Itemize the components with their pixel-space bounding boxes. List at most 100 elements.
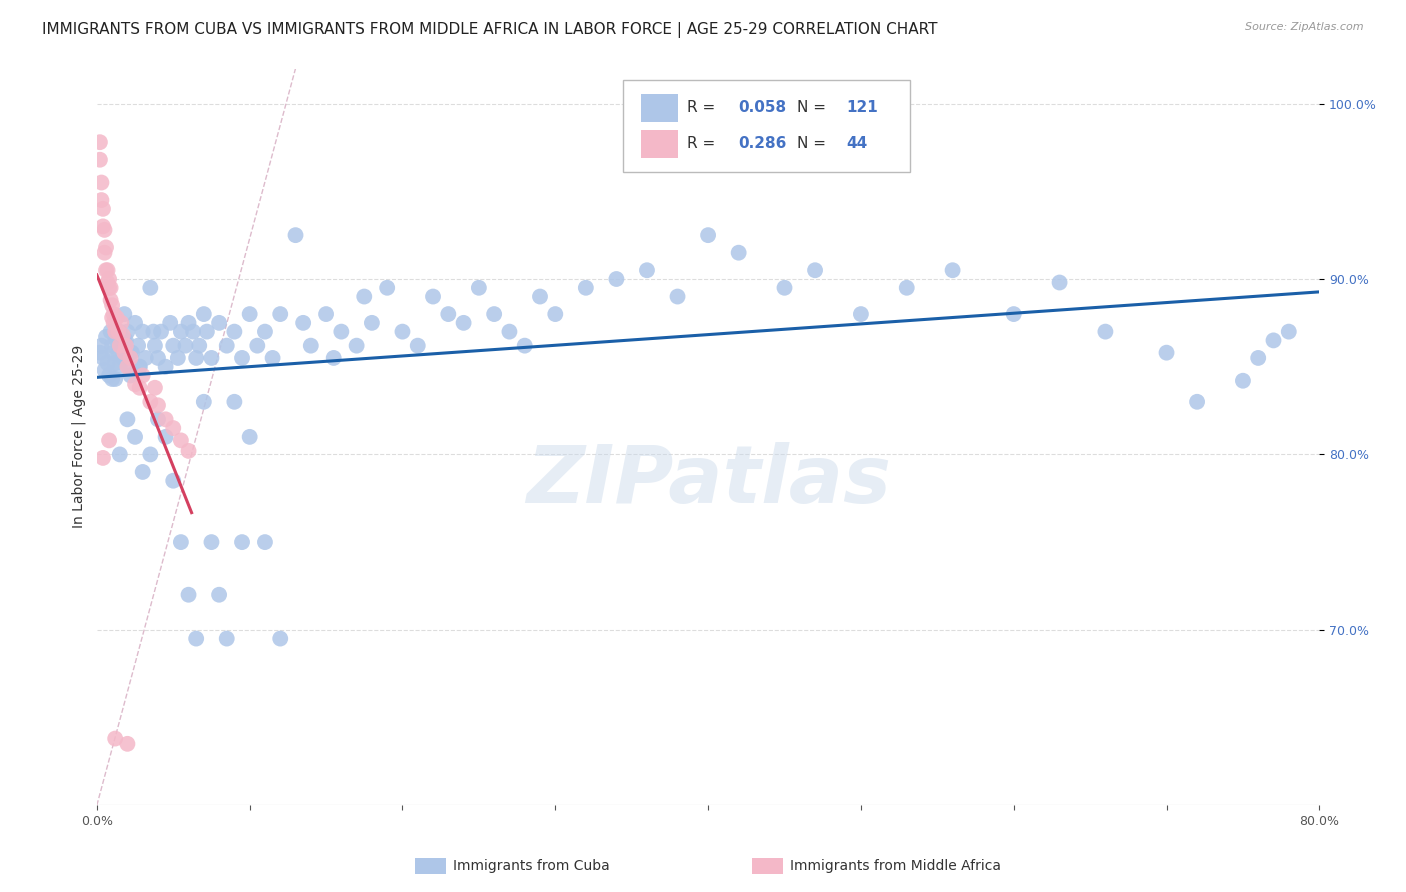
Point	[1185, 394, 1208, 409]
Text: Source: ZipAtlas.com: Source: ZipAtlas.com	[1246, 22, 1364, 32]
Point	[115, 339, 138, 353]
Point	[215, 339, 238, 353]
Point	[103, 345, 125, 359]
Point	[727, 245, 749, 260]
Point	[155, 412, 177, 426]
Text: 121: 121	[846, 100, 877, 115]
Point	[108, 447, 131, 461]
Point	[91, 450, 114, 465]
Point	[391, 325, 413, 339]
Point	[162, 474, 184, 488]
Point	[96, 263, 118, 277]
Point	[544, 307, 567, 321]
Point	[330, 325, 353, 339]
Point	[224, 325, 246, 339]
FancyBboxPatch shape	[641, 129, 678, 158]
Point	[100, 281, 122, 295]
Point	[104, 325, 127, 339]
Point	[322, 351, 344, 365]
Point	[127, 339, 149, 353]
Point	[375, 281, 398, 295]
Point	[103, 307, 125, 321]
Point	[299, 339, 322, 353]
Point	[697, 228, 720, 243]
Point	[131, 325, 153, 339]
Point	[1278, 325, 1301, 339]
Point	[239, 307, 262, 321]
Point	[124, 316, 146, 330]
FancyBboxPatch shape	[623, 79, 910, 171]
Point	[170, 325, 193, 339]
Point	[162, 421, 184, 435]
Point	[117, 737, 139, 751]
Point	[139, 447, 162, 461]
Point	[177, 443, 200, 458]
Point	[208, 316, 231, 330]
Point	[131, 465, 153, 479]
Point	[181, 325, 204, 339]
Point	[1049, 276, 1071, 290]
Point	[124, 430, 146, 444]
Point	[346, 339, 368, 353]
Point	[146, 351, 169, 365]
Point	[353, 289, 375, 303]
Point	[186, 351, 208, 365]
Point	[605, 272, 627, 286]
Point	[170, 535, 193, 549]
Point	[174, 339, 197, 353]
Point	[91, 219, 114, 234]
Point	[224, 394, 246, 409]
Point	[100, 293, 122, 307]
Point	[215, 632, 238, 646]
Point	[253, 325, 276, 339]
Point	[143, 339, 166, 353]
Point	[177, 588, 200, 602]
Point	[162, 339, 184, 353]
Point	[193, 307, 215, 321]
Point	[112, 334, 135, 348]
Point	[89, 135, 111, 149]
Point	[1002, 307, 1025, 321]
Point	[155, 430, 177, 444]
Point	[101, 298, 124, 312]
Point	[292, 316, 315, 330]
Text: 44: 44	[846, 136, 868, 151]
Point	[1263, 334, 1285, 348]
Point	[246, 339, 269, 353]
Point	[143, 381, 166, 395]
Point	[193, 394, 215, 409]
Point	[1094, 325, 1116, 339]
Point	[146, 398, 169, 412]
Point	[159, 316, 181, 330]
Text: N =: N =	[797, 100, 831, 115]
Point	[111, 351, 134, 365]
Point	[231, 535, 253, 549]
Point	[103, 316, 125, 330]
Point	[94, 240, 117, 254]
Point	[98, 368, 121, 383]
Text: ZIPatlas: ZIPatlas	[526, 442, 890, 520]
Point	[150, 325, 173, 339]
Point	[90, 176, 112, 190]
Point	[529, 289, 551, 303]
FancyBboxPatch shape	[641, 95, 678, 122]
Point	[142, 325, 165, 339]
Point	[115, 334, 138, 348]
Point	[155, 359, 177, 374]
Point	[98, 434, 121, 448]
Point	[186, 632, 208, 646]
Point	[200, 351, 222, 365]
Point	[93, 363, 115, 377]
Point	[90, 193, 112, 207]
Point	[239, 430, 262, 444]
Point	[117, 412, 139, 426]
Point	[231, 351, 253, 365]
Point	[93, 223, 115, 237]
Point	[110, 316, 132, 330]
Point	[101, 310, 124, 325]
Point	[107, 347, 129, 361]
Point	[195, 325, 218, 339]
Point	[108, 359, 131, 374]
Point	[166, 351, 188, 365]
Point	[112, 345, 135, 359]
